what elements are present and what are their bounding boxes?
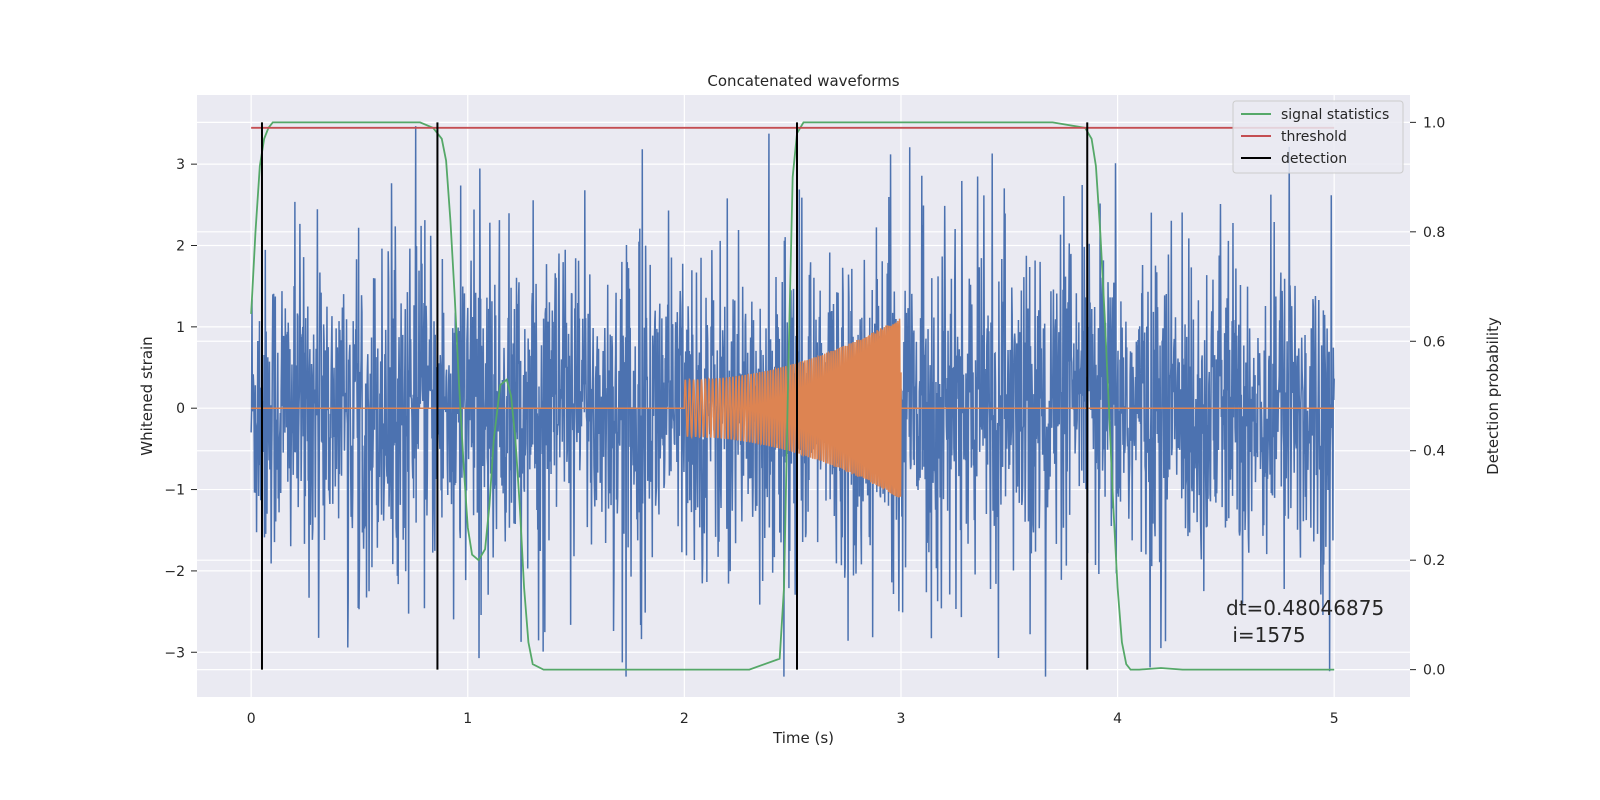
- y-right-tick-label: 0.4: [1423, 444, 1445, 460]
- legend-label: signal statistics: [1281, 107, 1389, 123]
- y-left-tick-label: 1: [176, 320, 185, 336]
- y-right-tick-label: 1.0: [1423, 115, 1445, 131]
- y-left-tick-label: 2: [176, 239, 185, 255]
- y-left-tick-label: −2: [164, 564, 185, 580]
- x-tick-label: 0: [247, 711, 256, 727]
- y-left-tick-label: −1: [164, 483, 185, 499]
- x-tick-label: 3: [897, 711, 906, 727]
- legend: signal statistics threshold detection: [1232, 100, 1404, 174]
- y-left-tick-label: −3: [164, 645, 185, 661]
- legend-label: threshold: [1281, 129, 1347, 145]
- legend-label: detection: [1281, 151, 1347, 167]
- x-tick-label: 4: [1113, 711, 1122, 727]
- y-right-tick-label: 0.6: [1423, 334, 1445, 350]
- annotation-dt: dt=0.48046875: [1226, 596, 1384, 620]
- x-tick-label: 5: [1330, 711, 1339, 727]
- series-chirp-line: [251, 318, 1335, 498]
- series-layer: [250, 121, 1335, 677]
- x-tick-label: 2: [680, 711, 689, 727]
- y-right-tick-label: 0.2: [1423, 553, 1445, 569]
- y-left-tick-label: 3: [176, 157, 185, 173]
- y-axis-right-label: Detection probability: [1484, 317, 1502, 475]
- y-axis-left-label: Whitened strain: [138, 336, 156, 455]
- axes: 0 1 2 3 4 5 3 2 1 0 −1 −2 −3 1.0 0.8 0.6 0.4 0.2 0.0: [164, 115, 1445, 727]
- y-right-tick-label: 0.0: [1423, 663, 1445, 679]
- y-right-tick-label: 0.8: [1423, 225, 1445, 241]
- y-left-tick-label: 0: [176, 401, 185, 417]
- legend-box: [1232, 100, 1404, 174]
- x-tick-label: 1: [463, 711, 472, 727]
- x-axis-label: Time (s): [772, 729, 834, 747]
- chart-title: Concatenated waveforms: [707, 72, 899, 90]
- annotation-i: i=1575: [1226, 623, 1306, 647]
